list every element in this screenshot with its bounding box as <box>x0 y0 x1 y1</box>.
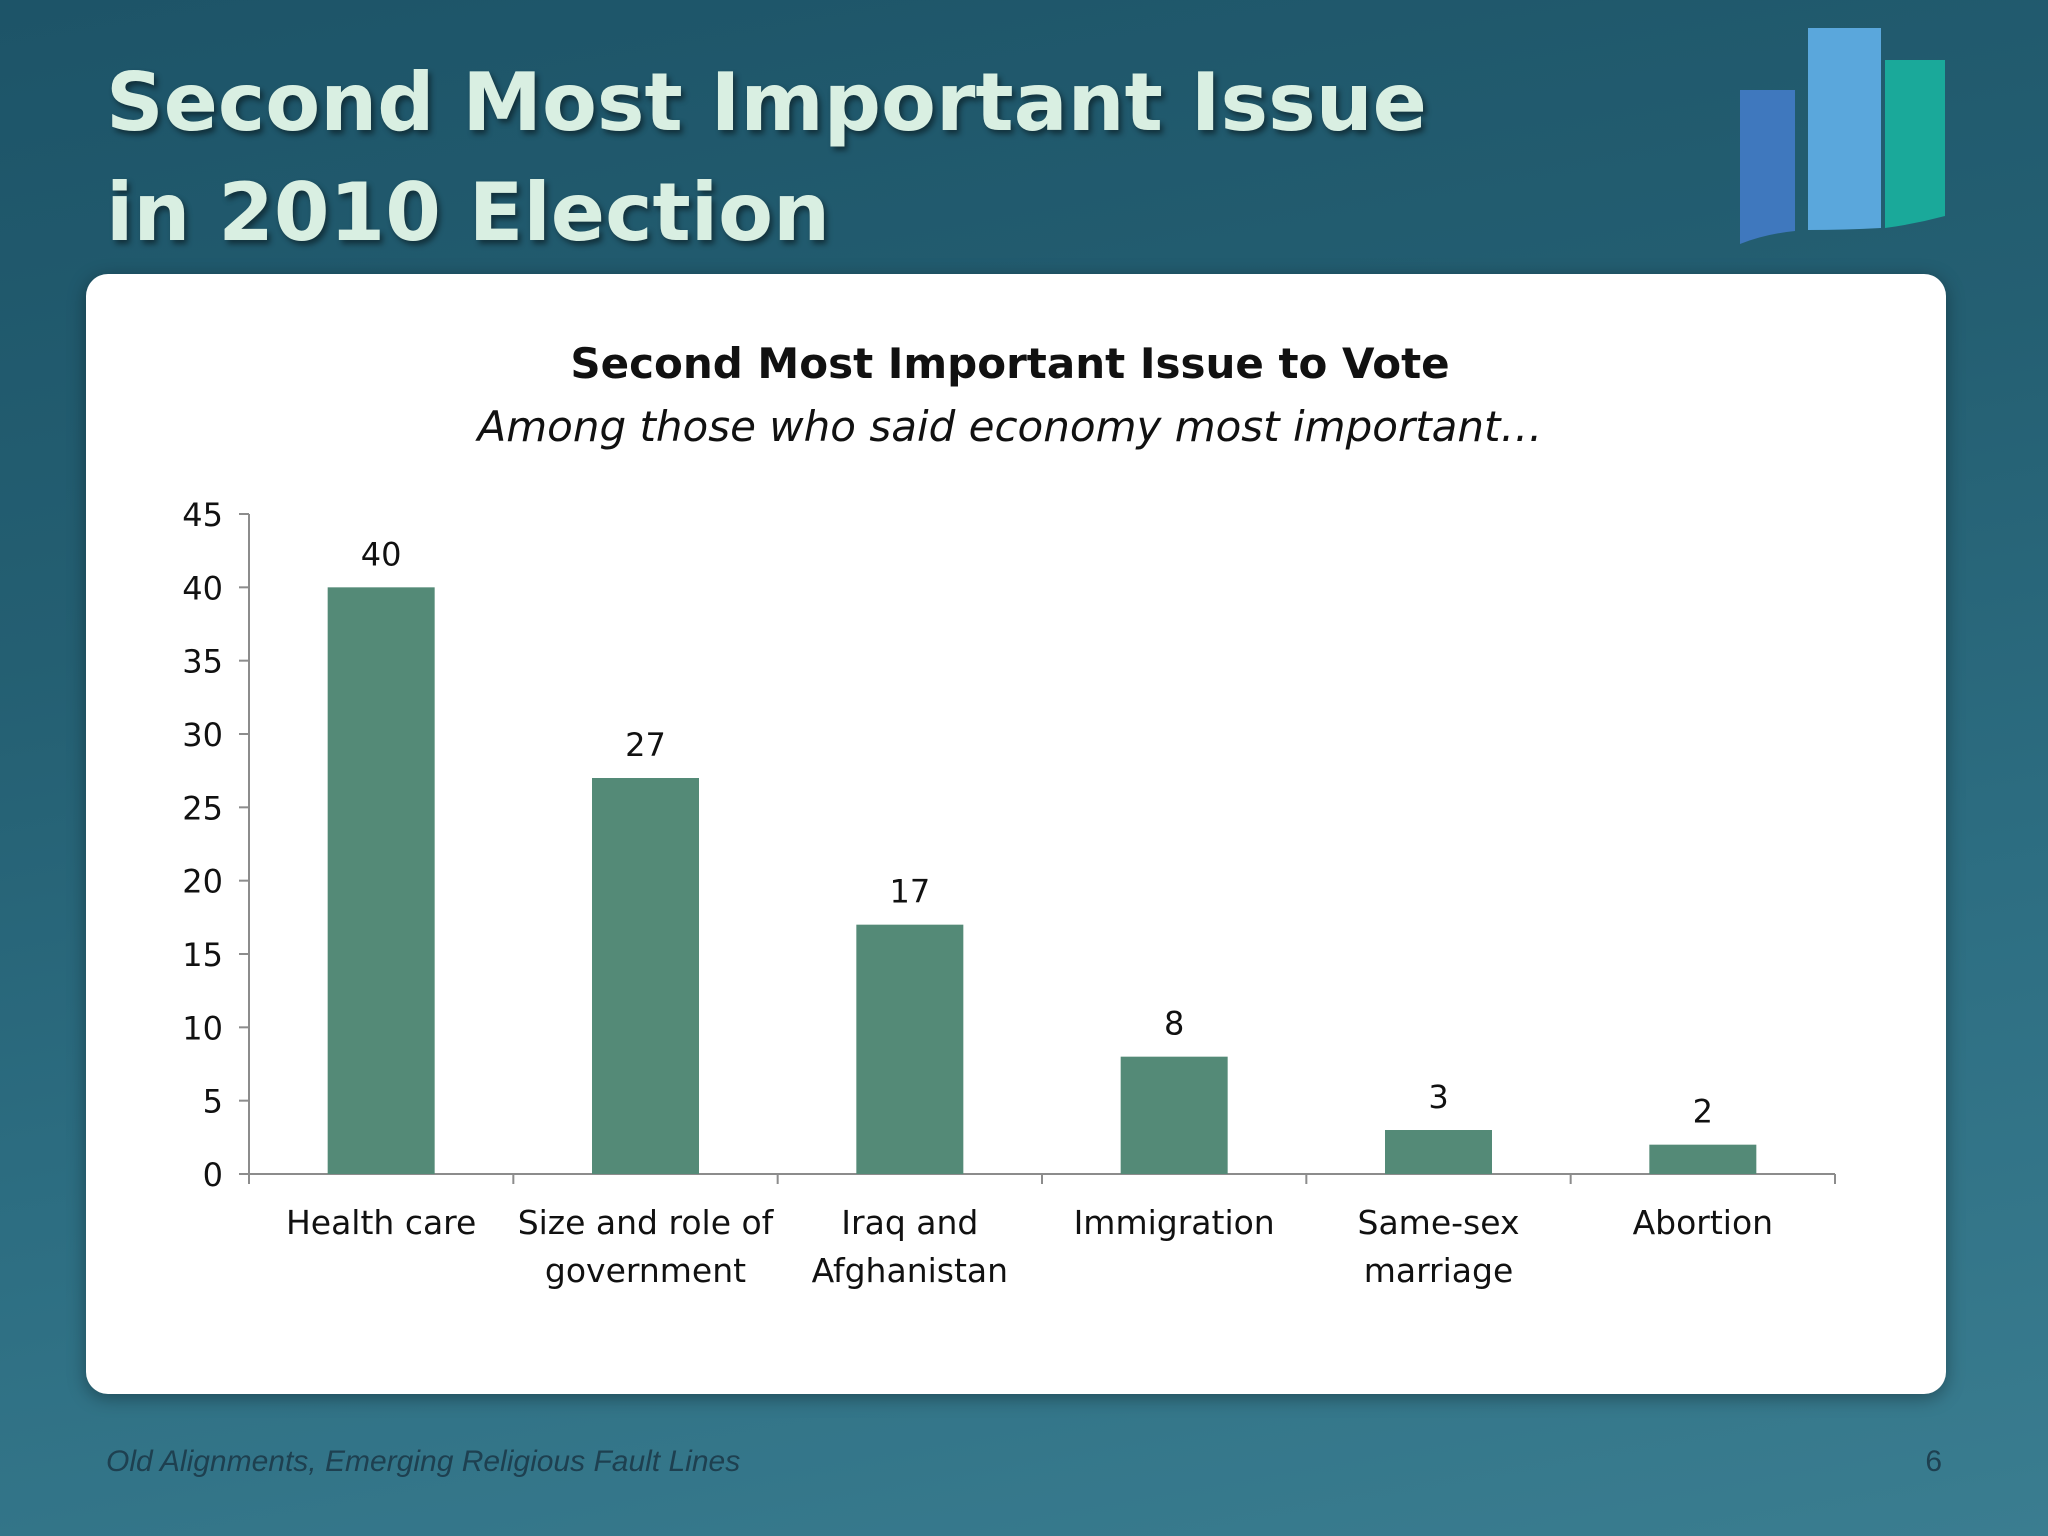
y-tick-label: 15 <box>182 936 223 974</box>
y-tick-label: 20 <box>182 863 223 901</box>
y-tick-label: 30 <box>182 716 223 754</box>
bar <box>1385 1130 1492 1174</box>
bar <box>327 587 435 1174</box>
bar <box>1649 1144 1757 1174</box>
slide-title-line-2: in 2010 Election <box>106 166 831 259</box>
chart-card: Second Most Important Issue to Vote Amon… <box>86 274 1946 1394</box>
x-category-label: Same-sex marriage <box>1358 1203 1520 1290</box>
bar-value-label: 17 <box>889 873 930 911</box>
y-tick-label: 25 <box>182 789 223 827</box>
bar <box>1120 1056 1228 1174</box>
y-tick-label: 35 <box>182 643 223 681</box>
y-tick-label: 10 <box>182 1009 223 1047</box>
x-category-label: Size and role of government <box>518 1203 775 1290</box>
bar-value-label: 40 <box>361 535 402 573</box>
footer-text: Old Alignments, Emerging Religious Fault… <box>106 1445 741 1478</box>
y-tick-label: 0 <box>203 1156 223 1194</box>
x-category-label: Health care <box>286 1203 476 1242</box>
slide-title-line-1: Second Most Important Issue <box>106 56 1427 149</box>
x-category-label: Immigration <box>1074 1203 1275 1242</box>
x-category-label: Iraq and Afghanistan <box>812 1203 1008 1290</box>
x-category-label: Abortion <box>1633 1203 1774 1242</box>
y-tick-label: 45 <box>182 496 223 534</box>
chart-subtitle: Among those who said economy most import… <box>474 402 1542 451</box>
bar <box>592 778 699 1174</box>
bar <box>856 924 964 1174</box>
bar-value-label: 27 <box>625 726 666 764</box>
bar-chart: Second Most Important Issue to Vote Amon… <box>182 339 1836 1290</box>
y-tick-label: 40 <box>182 569 223 607</box>
bar-value-label: 3 <box>1428 1078 1448 1116</box>
bar-value-label: 8 <box>1164 1005 1184 1043</box>
chart-title: Second Most Important Issue to Vote <box>570 339 1449 388</box>
y-tick-label: 5 <box>203 1083 223 1121</box>
page-number: 6 <box>1925 1445 1942 1478</box>
slide-title: Second Most Important Issue in 2010 Elec… <box>106 48 1427 268</box>
bar-chart-logo-icon <box>1740 28 1945 244</box>
bar-value-label: 2 <box>1693 1093 1713 1131</box>
